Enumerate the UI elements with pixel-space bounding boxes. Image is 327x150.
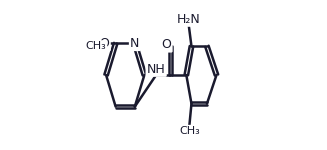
Text: CH₃: CH₃ <box>179 126 200 136</box>
Text: H₂N: H₂N <box>177 13 200 26</box>
Text: CH₃: CH₃ <box>85 41 106 51</box>
Text: N: N <box>130 37 140 50</box>
Text: O: O <box>162 38 171 51</box>
Text: NH: NH <box>147 63 165 76</box>
Text: O: O <box>100 37 110 50</box>
